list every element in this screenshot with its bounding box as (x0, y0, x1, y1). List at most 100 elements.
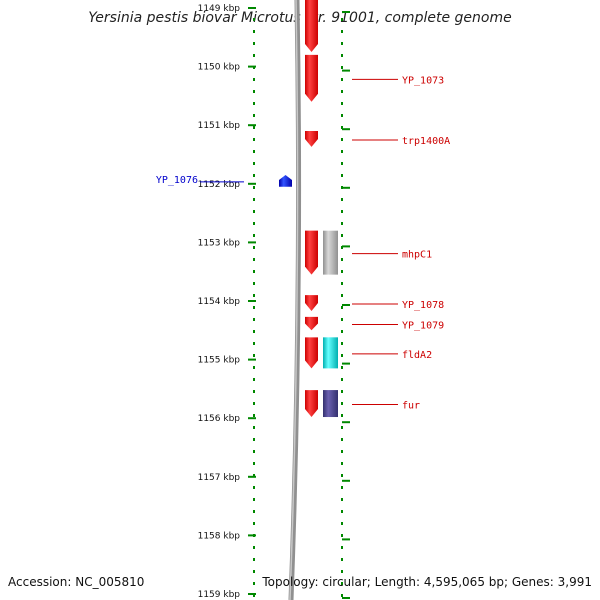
ruler-tick-right (342, 362, 350, 365)
ruler-dot (341, 354, 343, 357)
ruler-dot (341, 198, 343, 201)
ruler-tick-right (342, 538, 350, 541)
ruler-dot (253, 126, 255, 129)
ruler-dot (341, 114, 343, 117)
ruler-tick-label: 1159 kbp (198, 590, 241, 600)
ruler-dot (341, 66, 343, 69)
ruler-dot (341, 582, 343, 585)
gene-arrow-forward (305, 0, 318, 52)
ruler-dot (253, 306, 255, 309)
cds-feature-fldA2 (323, 337, 338, 369)
ruler-dot (341, 54, 343, 57)
ruler-dot (341, 294, 343, 297)
ruler-dot (253, 438, 255, 441)
ruler-tick-left (248, 475, 256, 478)
ruler-dot (341, 18, 343, 21)
ruler-dot (341, 90, 343, 93)
gene-arrow-forward (305, 337, 318, 369)
ruler-tick-right (342, 245, 350, 248)
ruler-dot (341, 474, 343, 477)
ruler-dot (253, 546, 255, 549)
ruler-dot (253, 582, 255, 585)
ruler-tick-left (248, 593, 256, 595)
ruler-tick-right (342, 128, 350, 131)
ruler-dot (341, 126, 343, 129)
ruler-dot (253, 522, 255, 525)
ruler-tick-left (248, 358, 256, 361)
ruler-dot (253, 354, 255, 357)
ruler-dot (253, 426, 255, 429)
gene-arrow-forward (305, 230, 318, 275)
gene-arrow-forward (305, 295, 318, 311)
ruler-dot (253, 486, 255, 489)
ruler-dot (341, 282, 343, 285)
ruler-dot (341, 330, 343, 333)
ruler-dot (341, 414, 343, 417)
ruler-tick-left (248, 241, 256, 244)
ruler-dot (253, 246, 255, 249)
ruler-dot (253, 174, 255, 177)
ruler-tick-right (342, 304, 350, 306)
ruler-tick-left (248, 124, 256, 127)
ruler-dot (341, 42, 343, 45)
accession-label: Accession: NC_005810 (8, 575, 145, 589)
ruler-tick-left (248, 182, 256, 185)
ruler-dot (341, 378, 343, 381)
ruler-dot (253, 42, 255, 45)
cds-feature-mhpC1 (323, 230, 338, 275)
ruler-dot (341, 270, 343, 273)
ruler-tick-label: 1158 kbp (198, 531, 241, 541)
gene-label: YP_1079 (402, 321, 444, 332)
ruler-dot (253, 162, 255, 165)
ruler-dot (341, 426, 343, 429)
ruler-tick-left (248, 65, 256, 68)
ruler-dot (341, 462, 343, 465)
ruler-dot (253, 186, 255, 189)
ruler-tick-label: 1153 kbp (198, 238, 241, 248)
ruler-tick-label: 1157 kbp (198, 473, 241, 483)
ruler-dot (253, 78, 255, 81)
ruler-dot (253, 234, 255, 237)
ruler-dot (253, 54, 255, 57)
ruler-dot (341, 78, 343, 81)
ruler-dot (253, 414, 255, 417)
ruler-tick-right (342, 597, 350, 599)
ruler-dot (341, 450, 343, 453)
ruler-tick-label: 1156 kbp (198, 414, 241, 424)
ruler-dot (253, 294, 255, 297)
gene-arrow-forward (305, 390, 318, 418)
ruler-dot (253, 282, 255, 285)
ruler-dot (341, 390, 343, 393)
genome-backbone-highlight (289, 0, 299, 600)
ruler-dot (253, 270, 255, 273)
ruler-tick-left (248, 7, 256, 9)
genome-summary: Topology: circular; Length: 4,595,065 bp… (262, 575, 592, 589)
genome-title: Yersinia pestis biovar Microtus str. 910… (88, 10, 512, 26)
ruler-dot (253, 402, 255, 405)
gene-arrow-forward (305, 316, 318, 331)
ruler-dot (341, 234, 343, 237)
ruler-dot (341, 534, 343, 537)
ruler-dot (253, 150, 255, 153)
ruler-dot (341, 558, 343, 561)
ruler-dot (253, 462, 255, 465)
ruler-tick-label: 1149 kbp (198, 4, 241, 14)
ruler-dot (341, 486, 343, 489)
ruler-dot (341, 30, 343, 33)
cds-feature-fur (323, 390, 338, 418)
ruler-dot (253, 198, 255, 201)
gene-label: YP_1073 (402, 75, 444, 86)
ruler-tick-label: 1151 kbp (198, 121, 241, 131)
ruler-dot (341, 402, 343, 405)
ruler-tick-right (342, 69, 350, 72)
ruler-dot (253, 330, 255, 333)
ruler-tick-label: 1152 kbp (198, 180, 241, 190)
ruler-dot (341, 246, 343, 249)
ruler-dot (341, 258, 343, 261)
ruler-dot (253, 570, 255, 573)
ruler-dot (253, 378, 255, 381)
gene-label: fldA2 (402, 350, 432, 361)
ruler-tick-left (248, 300, 256, 302)
ruler-dot (253, 390, 255, 393)
ruler-dot (253, 114, 255, 117)
